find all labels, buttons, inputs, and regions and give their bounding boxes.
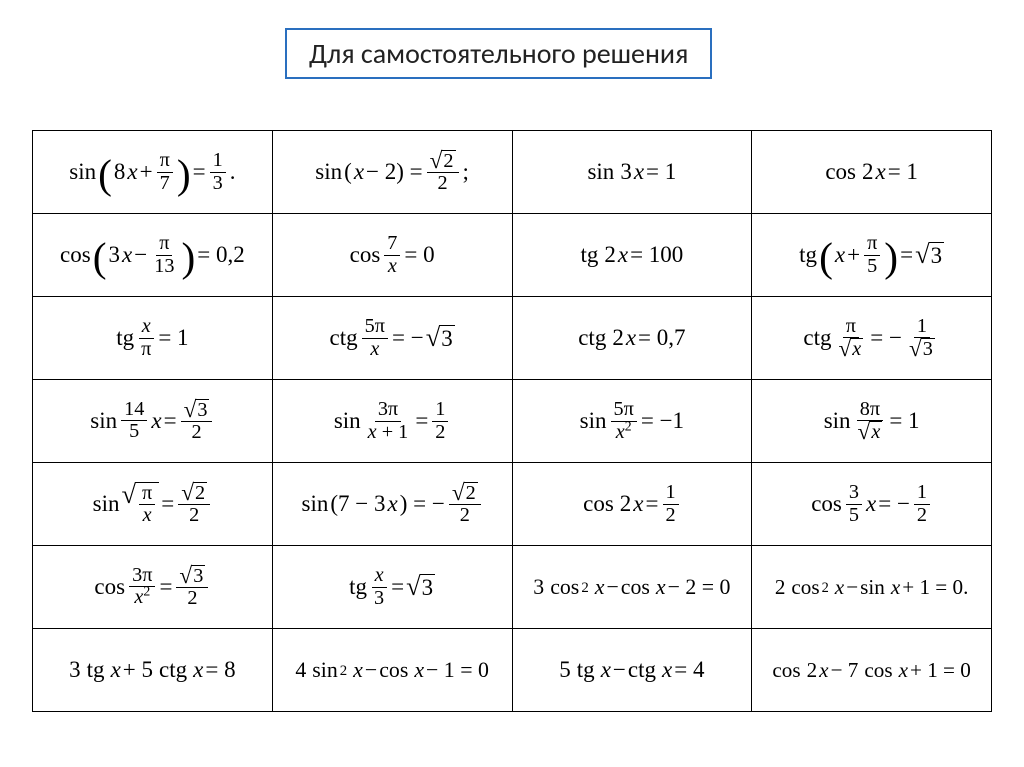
page-title: Для самостоятельного решения [285, 28, 712, 79]
eq-cell-r1c3: tg(x + π5) = √3 [752, 214, 992, 297]
equations-table: sin(8x + π7) = 13. sin(x − 2) = √22; sin… [32, 130, 992, 712]
eq-cell-r4c2: cos2x = 12 [512, 463, 752, 546]
eq-cell-r5c1: tgx3 = √3 [272, 546, 512, 629]
eq-cell-r5c0: cos3πx2 = √32 [33, 546, 273, 629]
eq-cell-r2c3: ctgπ√x = −1√3 [752, 297, 992, 380]
eq-cell-r0c0: sin(8x + π7) = 13. [33, 131, 273, 214]
table-row: 3tgx + 5ctgx = 8 4sin2x − cosx − 1 = 0 5… [33, 629, 992, 712]
eq-cell-r1c1: cos7x = 0 [272, 214, 512, 297]
eq-cell-r4c1: sin(7 − 3x) = −√22 [272, 463, 512, 546]
table-row: cos(3x − π13) = 0,2 cos7x = 0 tg2x = 100… [33, 214, 992, 297]
table-row: sin145x = √32 sin3πx + 1 = 12 sin5πx2 = … [33, 380, 992, 463]
eq-cell-r5c2: 3cos2x − cosx − 2 = 0 [512, 546, 752, 629]
table-row: sin√πx = √22 sin(7 − 3x) = −√22 cos2x = … [33, 463, 992, 546]
eq-cell-r3c3: sin8π√x = 1 [752, 380, 992, 463]
eq-cell-r6c2: 5tgx − ctgx = 4 [512, 629, 752, 712]
table-row: tgxπ = 1 ctg5πx = −√3 ctg2x = 0,7 ctgπ√x… [33, 297, 992, 380]
eq-cell-r5c3: 2cos2x − sinx + 1 = 0. [752, 546, 992, 629]
eq-cell-r4c3: cos35x = −12 [752, 463, 992, 546]
eq-cell-r0c1: sin(x − 2) = √22; [272, 131, 512, 214]
eq-cell-r2c1: ctg5πx = −√3 [272, 297, 512, 380]
eq-cell-r3c2: sin5πx2 = −1 [512, 380, 752, 463]
eq-cell-r2c0: tgxπ = 1 [33, 297, 273, 380]
eq-cell-r1c0: cos(3x − π13) = 0,2 [33, 214, 273, 297]
eq-cell-r0c2: sin3x = 1 [512, 131, 752, 214]
eq-cell-r3c0: sin145x = √32 [33, 380, 273, 463]
table-row: cos3πx2 = √32 tgx3 = √3 3cos2x − cosx − … [33, 546, 992, 629]
page: Для самостоятельного решения sin(8x + π7… [0, 0, 1024, 767]
eq-cell-r2c2: ctg2x = 0,7 [512, 297, 752, 380]
eq-cell-r3c1: sin3πx + 1 = 12 [272, 380, 512, 463]
eq-cell-r0c3: cos2x = 1 [752, 131, 992, 214]
eq-cell-r6c1: 4sin2x − cosx − 1 = 0 [272, 629, 512, 712]
eq-cell-r6c0: 3tgx + 5ctgx = 8 [33, 629, 273, 712]
eq-cell-r6c3: cos2x − 7cosx + 1 = 0 [752, 629, 992, 712]
table-row: sin(8x + π7) = 13. sin(x − 2) = √22; sin… [33, 131, 992, 214]
eq-cell-r4c0: sin√πx = √22 [33, 463, 273, 546]
eq-cell-r1c2: tg2x = 100 [512, 214, 752, 297]
